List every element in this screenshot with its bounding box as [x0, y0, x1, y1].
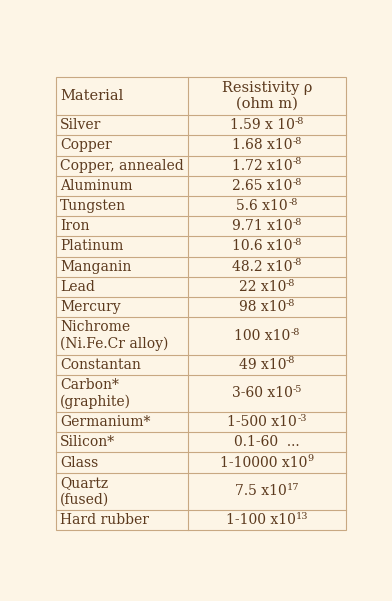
Text: Platinum: Platinum — [60, 239, 123, 254]
Text: Nichrome
(Ni.Fe.Cr alloy): Nichrome (Ni.Fe.Cr alloy) — [60, 320, 169, 352]
Text: 10.6 x10: 10.6 x10 — [232, 239, 292, 254]
Text: Hard rubber: Hard rubber — [60, 513, 149, 527]
Text: Resistivity ρ
(ohm m): Resistivity ρ (ohm m) — [222, 81, 312, 111]
Text: -8: -8 — [292, 178, 302, 187]
Text: 1.68 x10: 1.68 x10 — [232, 138, 292, 153]
Text: 22 x10: 22 x10 — [239, 280, 286, 294]
Text: Material: Material — [60, 89, 123, 103]
Text: -3: -3 — [297, 414, 307, 423]
Text: -8: -8 — [295, 117, 304, 126]
Text: 2.65 x10: 2.65 x10 — [232, 179, 292, 193]
Text: 5.6 x10: 5.6 x10 — [236, 199, 288, 213]
Text: -5: -5 — [293, 385, 302, 394]
Text: -8: -8 — [286, 299, 295, 308]
Text: Silicon*: Silicon* — [60, 435, 115, 450]
Text: 48.2 x10: 48.2 x10 — [232, 260, 292, 273]
Text: Lead: Lead — [60, 280, 95, 294]
Text: Silver: Silver — [60, 118, 102, 132]
Text: Aluminum: Aluminum — [60, 179, 133, 193]
Text: Quartz
(fused): Quartz (fused) — [60, 476, 109, 507]
Text: Glass: Glass — [60, 456, 98, 469]
Text: Mercury: Mercury — [60, 300, 121, 314]
Text: Iron: Iron — [60, 219, 90, 233]
Text: Constantan: Constantan — [60, 358, 141, 371]
Text: Manganin: Manganin — [60, 260, 132, 273]
Text: 1-10000 x10: 1-10000 x10 — [220, 456, 308, 469]
Text: 49 x10: 49 x10 — [239, 358, 286, 371]
Text: 1.72 x10: 1.72 x10 — [232, 159, 292, 172]
Text: -8: -8 — [286, 279, 295, 288]
Text: 9: 9 — [308, 454, 314, 463]
Text: -8: -8 — [290, 328, 300, 337]
Text: 1.59 x 10: 1.59 x 10 — [230, 118, 295, 132]
Text: -8: -8 — [292, 238, 302, 247]
Text: 7.5 x10: 7.5 x10 — [235, 484, 287, 498]
Text: 0.1-60  ...: 0.1-60 ... — [234, 435, 300, 450]
Text: -8: -8 — [292, 258, 302, 267]
Text: Copper: Copper — [60, 138, 112, 153]
Text: Carbon*
(graphite): Carbon* (graphite) — [60, 378, 131, 409]
Text: 1-100 x10: 1-100 x10 — [226, 513, 296, 527]
Text: -8: -8 — [288, 198, 298, 207]
Text: -8: -8 — [292, 157, 302, 166]
Text: -8: -8 — [292, 218, 302, 227]
Text: -8: -8 — [286, 356, 296, 365]
Text: 17: 17 — [287, 483, 299, 492]
Text: Tungsten: Tungsten — [60, 199, 126, 213]
Text: 13: 13 — [296, 512, 308, 521]
Text: 9.71 x10: 9.71 x10 — [232, 219, 292, 233]
Text: 98 x10: 98 x10 — [239, 300, 286, 314]
Text: 1-500 x10: 1-500 x10 — [227, 415, 297, 429]
Text: 100 x10: 100 x10 — [234, 329, 290, 343]
Text: 3-60 x10: 3-60 x10 — [232, 386, 293, 400]
Text: -8: -8 — [292, 137, 302, 146]
Text: Copper, annealed: Copper, annealed — [60, 159, 184, 172]
Text: Germanium*: Germanium* — [60, 415, 151, 429]
